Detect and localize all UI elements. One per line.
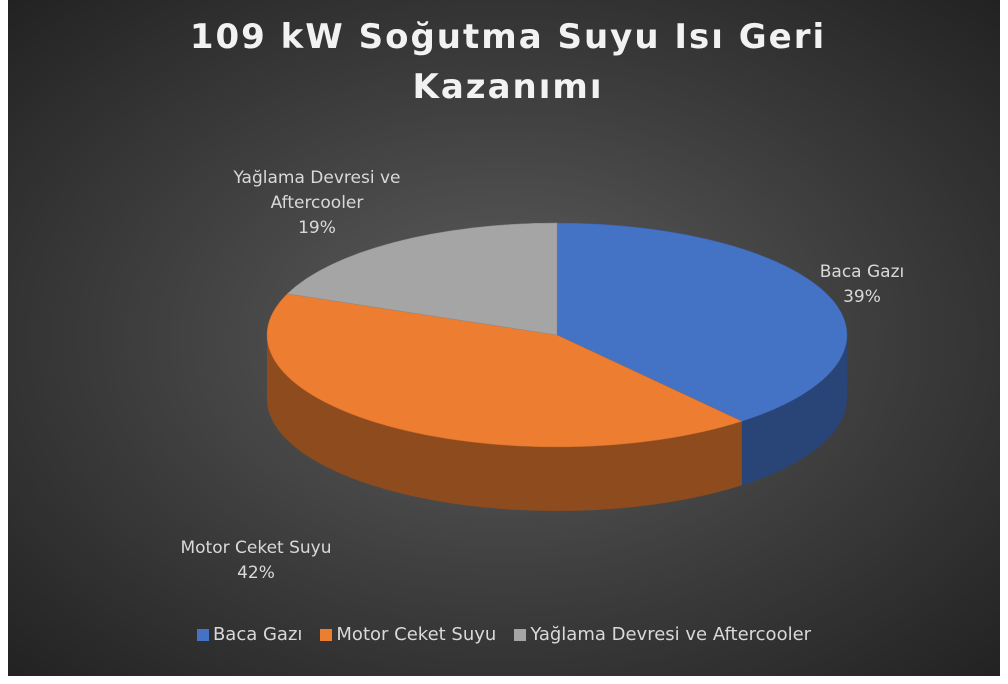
- legend-label: Motor Ceket Suyu: [336, 624, 497, 645]
- chart-title: 109 kW Soğutma Suyu Isı Geri Kazanımı: [189, 17, 827, 107]
- data-label: Yağlama Devresi ve Aftercooler 19%: [222, 166, 412, 241]
- slice-side: [267, 335, 742, 511]
- legend: Baca Gazı Motor Ceket Suyu Yağlama Devresi…: [8, 624, 1000, 645]
- data-label-category: Motor Ceket Suyu: [180, 538, 332, 558]
- data-label-value: 39%: [843, 287, 881, 307]
- legend-label: Yağlama Devresi ve Aftercooler: [530, 624, 812, 645]
- chart: 109 kW Soğutma Suyu Isı Geri Kazanımı Ba…: [8, 0, 1000, 676]
- legend-swatch: [514, 628, 527, 641]
- slice-side: [741, 335, 847, 486]
- data-label-category: Baca Gazı: [819, 262, 905, 282]
- legend-label: Baca Gazı: [212, 624, 303, 645]
- slice: [266, 293, 743, 448]
- slice: [556, 222, 848, 422]
- data-label: Baca Gazı 39%: [802, 260, 922, 310]
- legend-swatch: [320, 628, 333, 641]
- pie: [266, 222, 848, 511]
- data-label: Motor Ceket Suyu 42%: [156, 536, 356, 586]
- legend-item: Motor Ceket Suyu: [320, 624, 496, 645]
- data-label-category: Yağlama Devresi ve Aftercooler: [233, 168, 401, 213]
- legend-item: Yağlama Devresi ve Aftercooler: [514, 624, 811, 645]
- data-label-value: 42%: [237, 563, 275, 583]
- legend-item: Baca Gazı: [196, 624, 303, 645]
- data-label-value: 19%: [298, 218, 336, 238]
- slice: [286, 222, 558, 336]
- legend-swatch: [196, 628, 209, 641]
